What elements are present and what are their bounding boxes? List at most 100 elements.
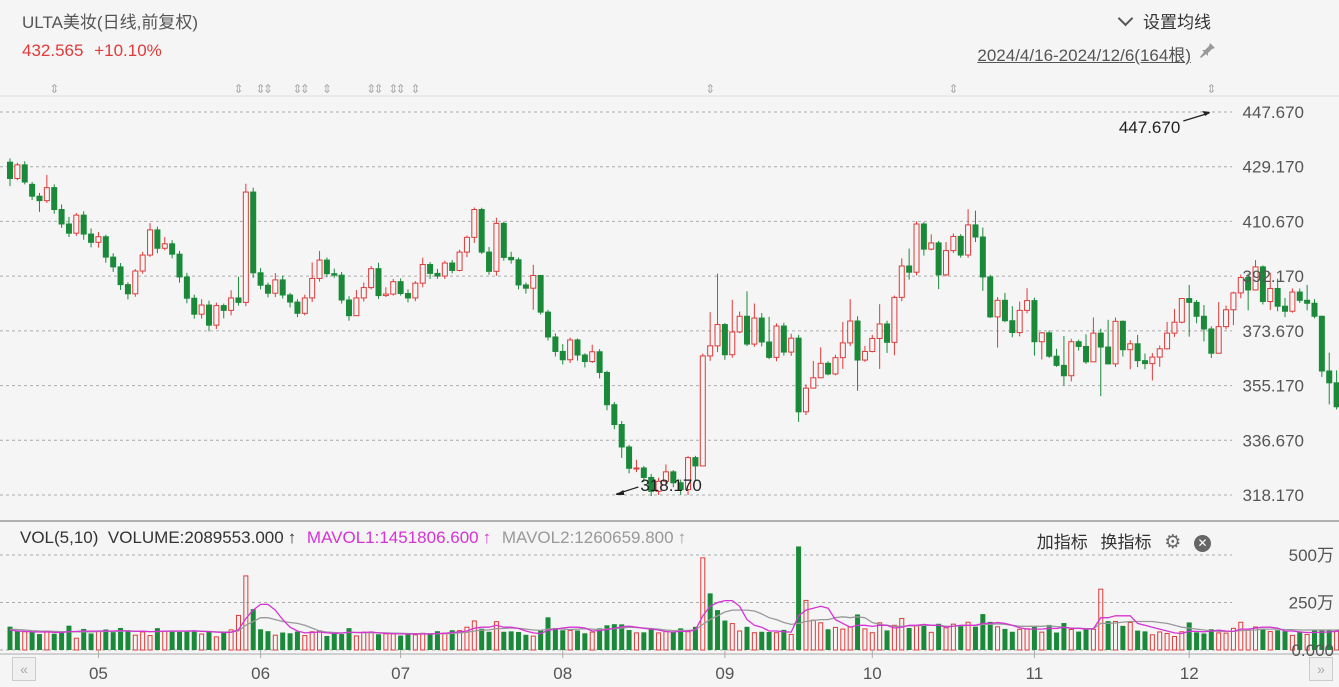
candle-body — [751, 317, 758, 345]
volume-bar — [66, 625, 72, 650]
candle-body — [942, 250, 949, 276]
mavol1-arrow: ↑ — [482, 528, 492, 547]
candle-body — [331, 273, 338, 276]
switch-indicator-button[interactable]: 换指标 — [1100, 533, 1152, 552]
candle-body — [839, 342, 846, 359]
candle-body — [1031, 300, 1038, 343]
volume-bar — [604, 625, 610, 650]
volume-bar — [1304, 633, 1310, 651]
month-label: 05 — [89, 664, 108, 683]
volume-bar — [1127, 621, 1133, 651]
candle-body — [1171, 321, 1178, 334]
volume-bar — [803, 599, 809, 651]
candle-body — [972, 224, 979, 238]
candle-body — [500, 222, 507, 258]
candle-body — [1223, 309, 1230, 328]
candle-body — [1208, 328, 1215, 354]
candle-body — [124, 284, 131, 295]
scroll-right-button[interactable]: » — [1309, 657, 1333, 681]
candle-body — [1333, 382, 1339, 408]
candle-body — [1237, 277, 1244, 294]
candlestick-series — [7, 158, 1339, 497]
gear-icon[interactable]: ⚙ — [1164, 532, 1182, 553]
event-marker: ⇕ — [263, 82, 273, 96]
add-indicator-button[interactable]: 加指标 — [1036, 533, 1088, 552]
volume-bar — [44, 630, 50, 651]
candle-body — [640, 467, 647, 478]
chart-title: ULTA美妆(日线,前复权) — [22, 13, 198, 32]
volume-bar — [611, 624, 617, 650]
candle-body — [1141, 360, 1148, 365]
volume-series — [7, 546, 1339, 651]
volume-bar — [1054, 632, 1060, 650]
candle-body — [419, 264, 426, 284]
volume-bar — [376, 634, 381, 650]
candle-body — [1024, 300, 1031, 311]
volume-bar — [169, 631, 175, 650]
volume-bar — [884, 630, 890, 650]
candle-body — [655, 480, 662, 492]
indicator-tools: 加指标 换指标 ⚙ ✕ — [1029, 528, 1211, 554]
event-marker: ⇕ — [49, 82, 59, 96]
candle-body — [51, 187, 58, 211]
volume-bar — [221, 632, 227, 650]
volume-bar — [678, 628, 684, 650]
candle-body — [802, 387, 809, 413]
event-marker: ⇕ — [388, 82, 398, 96]
candle-body — [73, 214, 80, 234]
low-arrow-head — [615, 490, 625, 495]
candle-body — [301, 297, 308, 314]
candle-body — [780, 325, 787, 353]
candle-body — [287, 294, 294, 303]
volume-bar — [272, 634, 278, 651]
volume-bar — [1017, 628, 1023, 651]
volume-bar — [29, 631, 35, 650]
event-marker: ⇕ — [322, 82, 332, 96]
ma-setting-button[interactable]: 设置均线 — [1117, 8, 1211, 33]
volume-bar — [958, 625, 964, 650]
candle-body — [1156, 348, 1163, 358]
candle-body — [1178, 298, 1185, 323]
volume-bar — [339, 634, 345, 650]
volume-bar — [619, 624, 625, 650]
candle-body — [773, 325, 780, 358]
volume-bar — [692, 626, 698, 650]
volume-bar — [877, 622, 883, 651]
volume-bar — [663, 630, 669, 651]
scroll-left-button[interactable]: « — [12, 657, 36, 681]
event-markers: ⇕ ⇕ ⇕⇕ ⇕⇕ ⇕ ⇕⇕ ⇕⇕ ⇕ ⇕ ⇕ ⇕ — [49, 82, 1216, 96]
volume-bar — [442, 632, 448, 651]
candle-body — [736, 315, 743, 333]
volume-bar — [980, 614, 986, 650]
volume-bar — [147, 635, 153, 651]
candle-body — [88, 233, 95, 243]
volume-bar — [597, 628, 603, 650]
candle-body — [250, 191, 257, 274]
candle-body — [1134, 343, 1141, 362]
volume-bar — [1135, 630, 1141, 650]
volume-bar — [398, 635, 404, 650]
close-icon[interactable]: ✕ — [1194, 535, 1211, 553]
volume-bar — [759, 631, 765, 650]
price-tick-label: 318.170 — [1243, 486, 1304, 505]
candle-body — [611, 404, 618, 426]
volume-bar — [670, 631, 676, 650]
candle-body — [434, 272, 441, 277]
candle-body — [574, 339, 581, 356]
volume-bar — [906, 627, 912, 650]
volume-bar — [1194, 632, 1200, 650]
candle-body — [537, 274, 544, 313]
volume-bar — [707, 593, 713, 650]
date-range-link[interactable]: 2024/4/16-2024/12/6(164根) — [977, 46, 1191, 65]
pin-icon[interactable] — [1197, 39, 1217, 64]
volume-bar — [560, 630, 566, 650]
volume-bar — [1164, 632, 1170, 651]
volume-value: VOLUME:2089553.000 — [107, 528, 284, 547]
candle-body — [1259, 266, 1266, 302]
event-marker: ⇕ — [366, 82, 376, 96]
candle-body — [1038, 332, 1045, 343]
volume-bar — [324, 635, 330, 650]
volume-bar — [449, 630, 455, 650]
candle-body — [876, 323, 883, 339]
